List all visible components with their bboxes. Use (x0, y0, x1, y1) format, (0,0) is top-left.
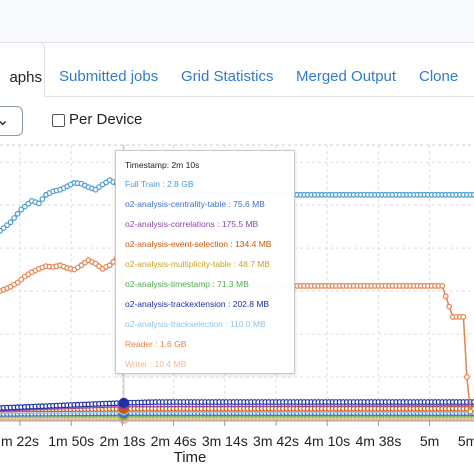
x-tick-label: 5m 24s (458, 433, 474, 449)
tooltip-entry: o2-analysis-correlations : 175.5 MB (125, 219, 259, 229)
x-tick-label: 1m 50s (48, 433, 94, 449)
x-tick-label: 2m 46s (151, 433, 197, 449)
chart-grid (0, 144, 474, 420)
data-point (11, 215, 18, 221)
tab-merged-output[interactable]: Merged Output (296, 68, 397, 85)
data-point (4, 222, 11, 229)
x-tick-label: 5m (420, 433, 439, 449)
hover-point (118, 397, 129, 408)
data-point (7, 219, 14, 226)
tooltip-entry: o2-analysis-timestamp : 71.3 MB (125, 279, 249, 289)
tab-grid-statistics[interactable]: Grid Statistics (181, 68, 274, 85)
chart-tooltip: Timestamp: 2m 10s Full Train : 2.8 GB o2… (115, 150, 295, 374)
data-point (460, 314, 467, 320)
tab-graphs[interactable]: aphs (0, 42, 45, 97)
data-point (36, 200, 42, 207)
per-device-label: Per Device (69, 111, 143, 128)
data-point (471, 399, 474, 405)
data-point (106, 262, 113, 269)
data-point (464, 374, 470, 380)
data-point (446, 303, 453, 310)
data-point (18, 206, 25, 213)
tab-clone[interactable]: Clone (419, 68, 459, 85)
data-point (14, 279, 21, 286)
x-tick-label: 2m 18s (99, 433, 145, 449)
data-point (0, 225, 7, 232)
top-navbar (0, 0, 474, 43)
data-point (18, 276, 25, 283)
data-point (439, 283, 446, 289)
x-tick-label: 3m 14s (202, 433, 248, 449)
tooltip-entry: o2-analysis-trackextension : 202.8 MB (125, 299, 270, 309)
tooltip-entry: Writer : 10.4 MB (125, 359, 187, 369)
tooltip-entry: o2-analysis-event-selection : 134.4 MB (125, 239, 272, 249)
tooltip-timestamp: Timestamp: 2m 10s (125, 160, 200, 170)
x-axis-ticks: m 22s 1m 50s 2m 18s 2m 46s 3m 14s 3m 42s 4m 10… (0, 419, 474, 449)
tooltip-entry: Reader : 1.6 GB (125, 339, 187, 349)
data-point (14, 210, 21, 217)
x-tick-label: 3m 42s (253, 433, 299, 449)
tab-submitted-jobs[interactable]: Submitted jobs (59, 68, 159, 85)
x-tick-label: 4m 10s (304, 433, 350, 449)
tooltip-entry: o2-analysis-centrality-table : 75.6 MB (125, 199, 265, 209)
tab-bar: aphs Submitted jobs Grid Statistics Merg… (0, 42, 474, 97)
data-point (21, 203, 28, 210)
x-tick-label: m 22s (1, 433, 39, 449)
tooltip-entry: o2-analysis-trackselection : 110.0 MB (125, 319, 266, 329)
tooltip-entry: o2-analysis-multiplicity-table : 48.7 MB (125, 259, 271, 269)
chevron-down-icon: ⌄ (0, 112, 10, 129)
tooltip-entry: Full Train : 2.8 GB (125, 179, 194, 189)
data-point (39, 196, 46, 203)
metric-select[interactable]: ⌄ (0, 106, 23, 136)
data-point (471, 191, 474, 198)
data-point (467, 408, 474, 415)
per-device-checkbox[interactable] (52, 114, 65, 127)
x-axis-label: Time (174, 449, 207, 466)
x-tick-label: 4m 38s (355, 433, 401, 449)
data-point (442, 293, 449, 300)
